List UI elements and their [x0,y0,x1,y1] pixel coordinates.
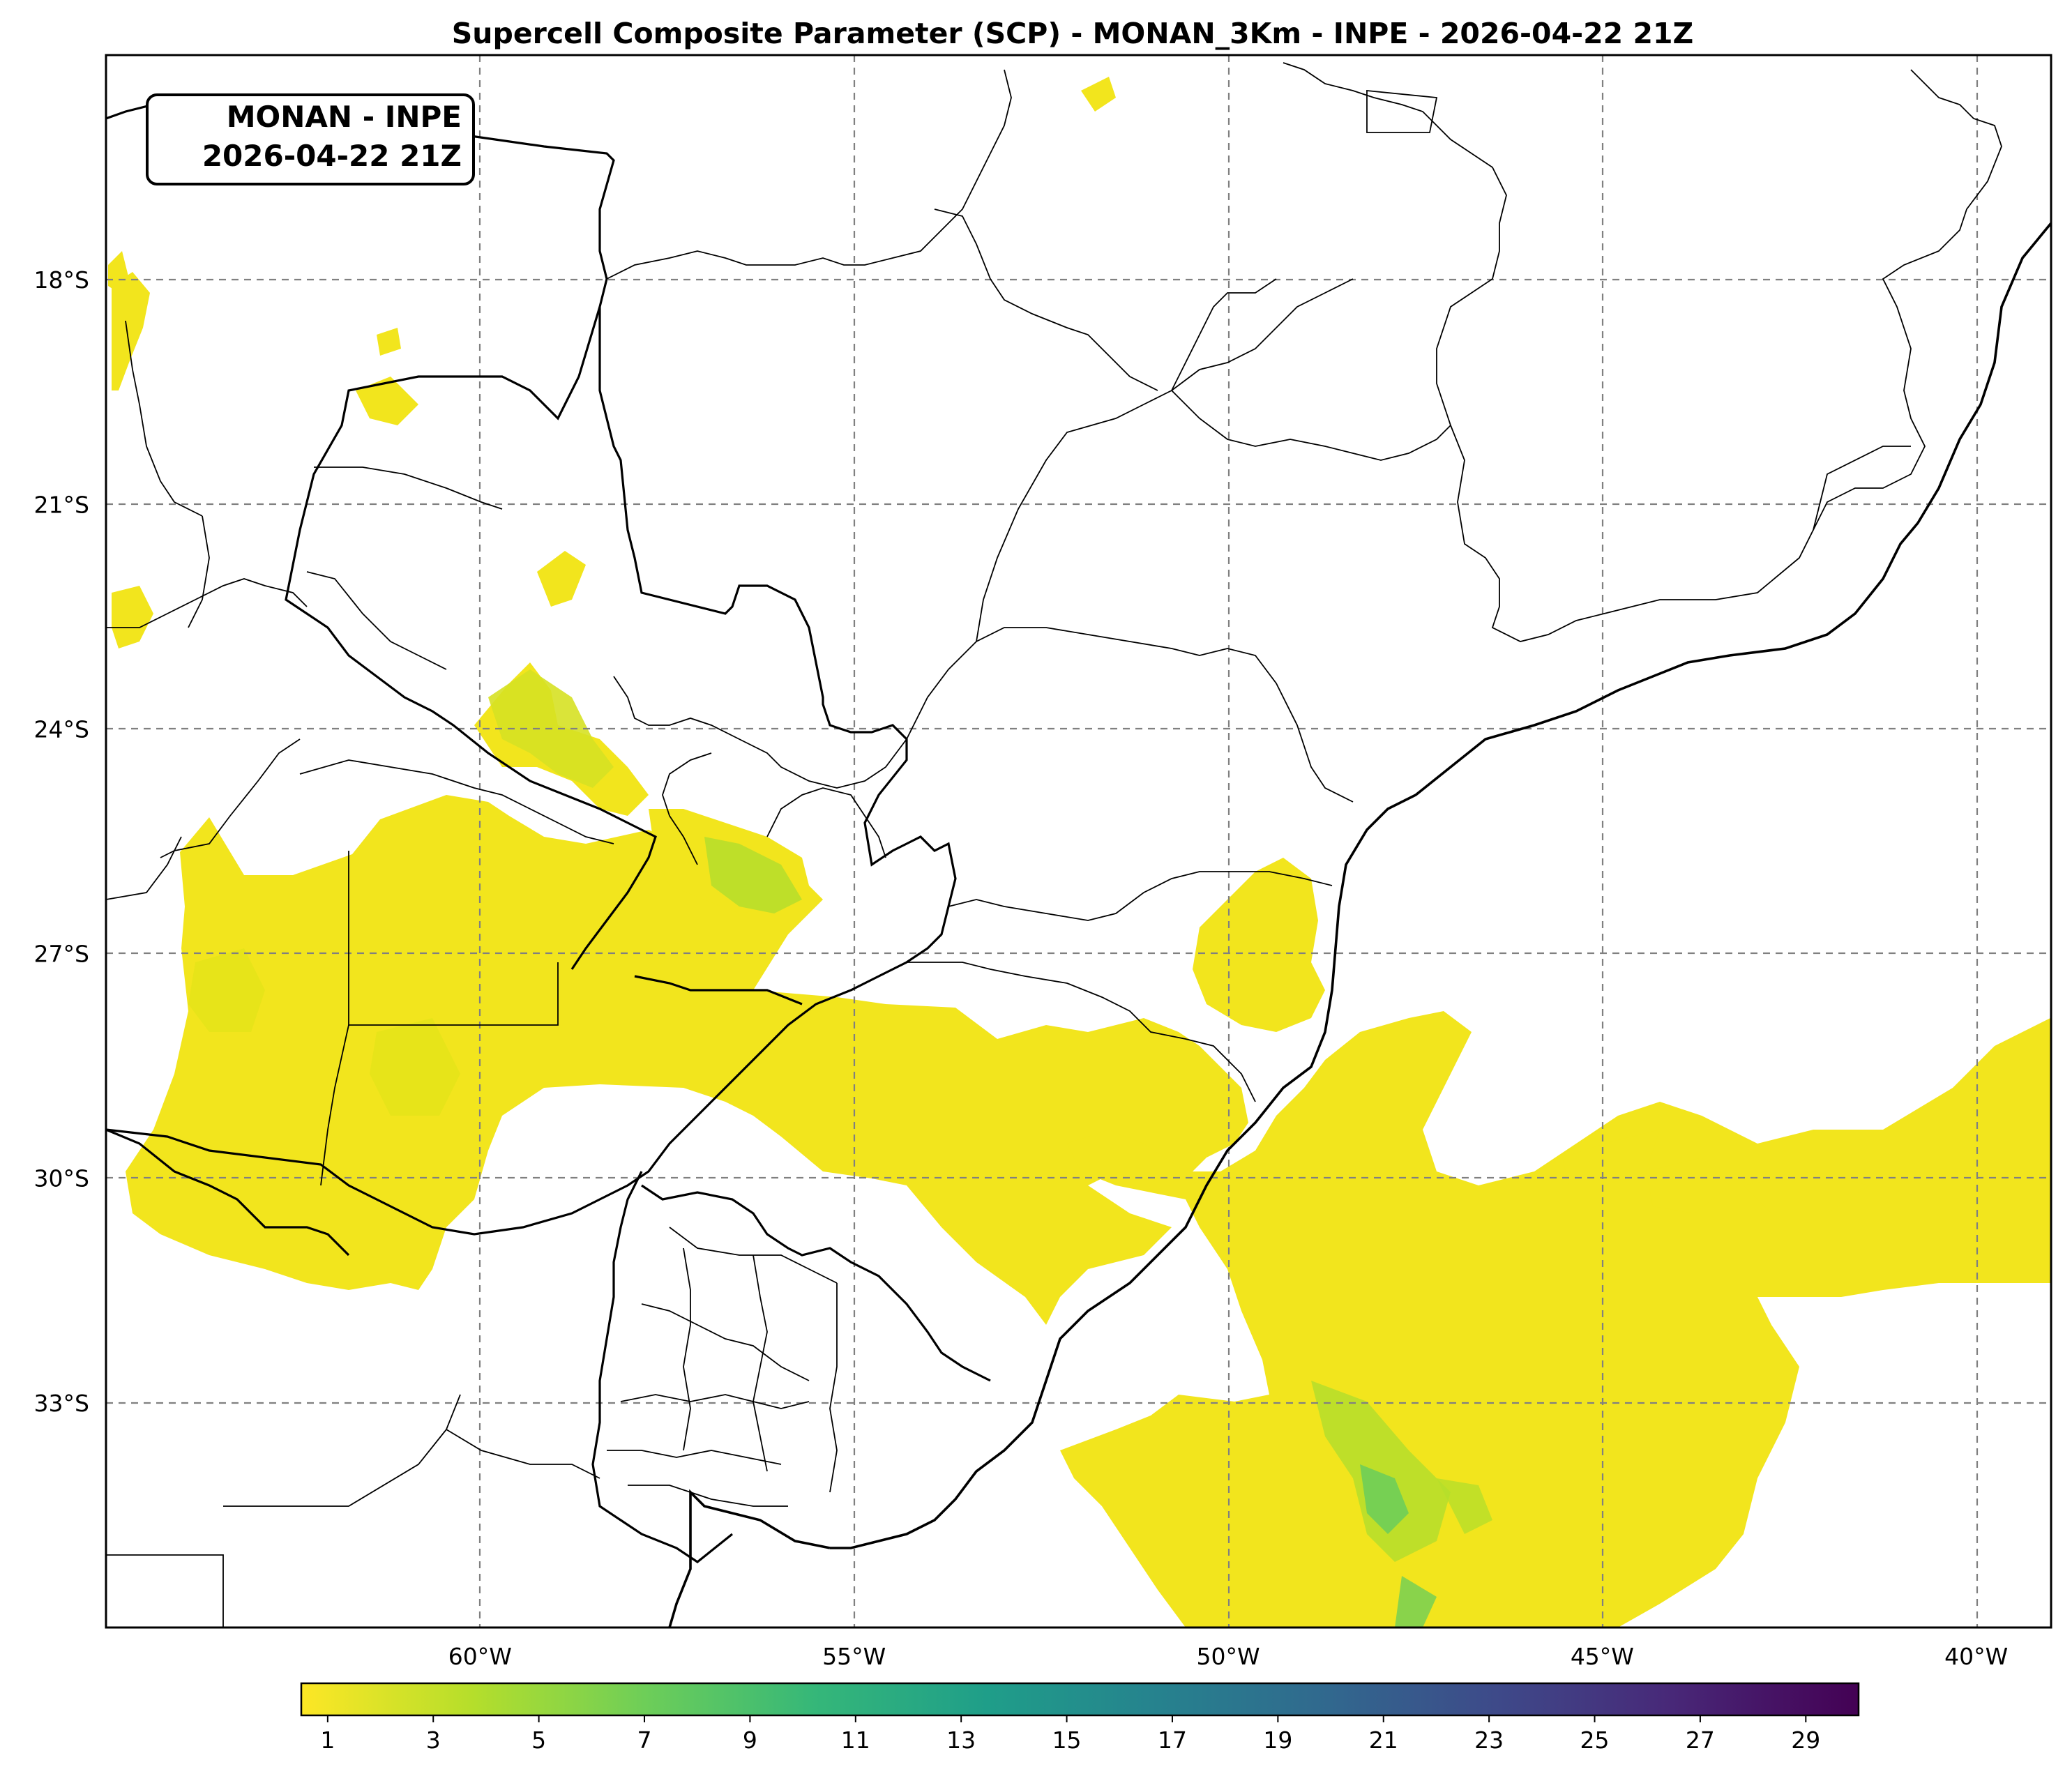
lat-tick-label: 21°S [34,491,89,518]
colorbar-tick-label: 29 [1791,1727,1820,1754]
colorbar-tick-label: 3 [426,1727,441,1754]
colorbar: 1 3 5 7 9 11 13 15 17 19 21 23 25 27 29 [300,1682,1860,1754]
lat-tick-label: 24°S [34,715,89,743]
colorbar-tick-label: 15 [1052,1727,1082,1754]
colorbar-tick-label: 1 [320,1727,335,1754]
colorbar-tick-label: 9 [743,1727,757,1754]
colorbar-tick-label: 23 [1474,1727,1504,1754]
gridlines [106,55,2051,1628]
stamp-line-2: 2026-04-22 21Z [202,139,462,173]
colorbar-tick-labels: 1 3 5 7 9 11 13 15 17 19 21 23 25 27 29 [320,1715,1820,1754]
lon-tick-label: 55°W [822,1643,886,1670]
latitude-tick-labels: 18°S 21°S 24°S 27°S 30°S 33°S [34,266,89,1417]
colorbar-tick-label: 17 [1158,1727,1187,1754]
lon-tick-label: 50°W [1196,1643,1260,1670]
scp-field [108,77,2050,1628]
colorbar-tick-label: 27 [1686,1727,1715,1754]
lon-tick-label: 60°W [448,1643,512,1670]
lon-tick-label: 40°W [1944,1643,2008,1670]
lat-tick-label: 33°S [34,1390,89,1417]
map-panel [106,55,2051,1628]
stamp-box: MONAN - INPE 2026-04-22 21Z [146,93,475,185]
lon-tick-label: 45°W [1571,1643,1634,1670]
lat-tick-label: 30°S [34,1165,89,1192]
stamp-line-1: MONAN - INPE [227,100,462,134]
colorbar-tick-label: 19 [1263,1727,1292,1754]
country-borders [106,96,991,1563]
colorbar-gradient [300,1682,1860,1717]
colorbar-tick-label: 25 [1580,1727,1610,1754]
map-frame [105,54,2052,1629]
colorbar-tick-label: 21 [1369,1727,1398,1754]
coastline [668,222,2051,1628]
lat-tick-label: 18°S [34,266,89,294]
colorbar-tick-label: 5 [531,1727,546,1754]
colorbar-tick-label: 7 [637,1727,652,1754]
colorbar-tick-label: 13 [946,1727,976,1754]
lat-tick-label: 27°S [34,941,89,968]
longitude-tick-labels: 60°W 55°W 50°W 45°W 40°W [448,1643,2009,1670]
colorbar-tick-label: 11 [841,1727,870,1754]
chart-title: Supercell Composite Parameter (SCP) - MO… [452,17,1693,50]
state-borders [106,62,2002,1628]
